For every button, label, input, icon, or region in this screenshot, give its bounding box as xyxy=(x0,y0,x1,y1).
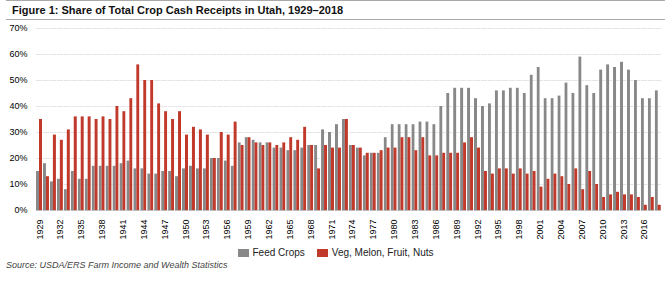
html-text:Veg, Melon, Fruit, Nuts: Veg, Melon, Fruit, Nuts xyxy=(331,246,434,258)
svg-text:0%: 0% xyxy=(14,205,27,215)
html-text:Figure 1: Share of Total Crop: Figure 1: Share of Total Crop Cash Recei… xyxy=(12,4,344,16)
svg-text:30%: 30% xyxy=(9,127,27,137)
svg-text:1974: 1974 xyxy=(347,220,357,240)
svg-text:1932: 1932 xyxy=(55,220,65,240)
svg-text:1935: 1935 xyxy=(76,220,86,240)
svg-text:1995: 1995 xyxy=(493,220,503,240)
svg-text:1941: 1941 xyxy=(118,220,128,240)
svg-text:1998: 1998 xyxy=(514,220,524,240)
svg-text:50%: 50% xyxy=(9,75,27,85)
html-text:Source: USDA/ERS Farm Income a: Source: USDA/ERS Farm Income and Wealth … xyxy=(6,260,228,270)
svg-text:2016: 2016 xyxy=(639,220,649,240)
svg-text:1956: 1956 xyxy=(222,220,232,240)
svg-text:1953: 1953 xyxy=(201,220,211,240)
svg-text:1992: 1992 xyxy=(472,220,482,240)
svg-text:1950: 1950 xyxy=(181,220,191,240)
svg-text:1989: 1989 xyxy=(452,220,462,240)
svg-text:1971: 1971 xyxy=(326,220,336,240)
svg-text:60%: 60% xyxy=(9,49,27,59)
svg-text:1965: 1965 xyxy=(285,220,295,240)
svg-text:1977: 1977 xyxy=(368,220,378,240)
svg-text:1938: 1938 xyxy=(97,220,107,240)
svg-text:2013: 2013 xyxy=(618,220,628,240)
svg-text:1929: 1929 xyxy=(35,220,45,240)
svg-text:1947: 1947 xyxy=(160,220,170,240)
svg-text:1962: 1962 xyxy=(264,220,274,240)
svg-text:2004: 2004 xyxy=(556,220,566,240)
svg-text:10%: 10% xyxy=(9,179,27,189)
svg-text:1980: 1980 xyxy=(389,220,399,240)
svg-text:2001: 2001 xyxy=(535,220,545,240)
svg-text:1959: 1959 xyxy=(243,220,253,240)
svg-text:2007: 2007 xyxy=(577,220,587,240)
svg-text:1968: 1968 xyxy=(306,220,316,240)
html-text:Feed Crops: Feed Crops xyxy=(252,246,305,258)
svg-text:2010: 2010 xyxy=(598,220,608,240)
svg-text:1983: 1983 xyxy=(410,220,420,240)
svg-text:20%: 20% xyxy=(9,153,27,163)
svg-text:1944: 1944 xyxy=(139,220,149,240)
svg-text:40%: 40% xyxy=(9,101,27,111)
svg-text:70%: 70% xyxy=(9,23,27,33)
svg-text:1986: 1986 xyxy=(431,220,441,240)
